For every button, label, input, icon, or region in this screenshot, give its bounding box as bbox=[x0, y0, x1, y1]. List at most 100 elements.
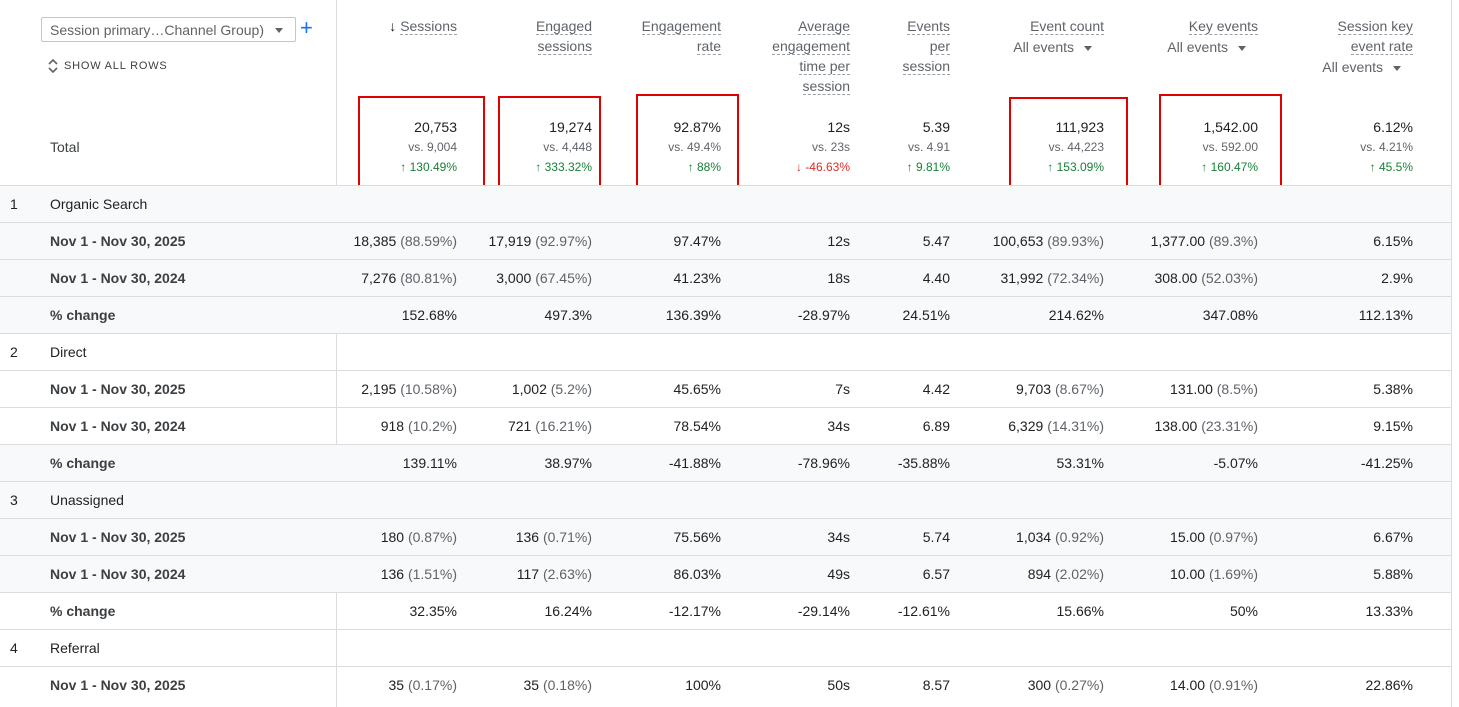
cell-share: (0.18%) bbox=[542, 677, 592, 693]
row-number: 3 bbox=[10, 492, 18, 508]
table-row[interactable]: % change 32.35% 16.24% -12.17% -29.14% -12.61… bbox=[0, 592, 1451, 629]
group-row[interactable]: 3 Unassigned bbox=[0, 481, 1451, 518]
table-cell: 86.03% bbox=[674, 566, 721, 582]
cell-value: 6.67% bbox=[1373, 529, 1413, 545]
metric-header[interactable]: Engagement rate bbox=[641, 16, 721, 56]
cell-value: 117 bbox=[516, 566, 540, 582]
comparison-value: vs. 44,223 bbox=[1048, 140, 1104, 154]
row-label: Nov 1 - Nov 30, 2025 bbox=[50, 381, 186, 397]
event-filter-label: All events bbox=[1322, 59, 1383, 75]
group-row[interactable]: 1 Organic Search bbox=[0, 185, 1451, 222]
cell-value: 6.15% bbox=[1373, 233, 1413, 249]
change-value: ↑ 333.32% bbox=[535, 160, 592, 174]
table-row[interactable]: Nov 1 - Nov 30, 2024 7,276 (80.81%) 3,000 … bbox=[0, 259, 1451, 296]
table-row[interactable]: Nov 1 - Nov 30, 2025 180 (0.87%) 136 (0.71… bbox=[0, 518, 1451, 555]
metric-header[interactable]: ↓ Sessions bbox=[389, 16, 457, 36]
cell-share: (0.17%) bbox=[407, 677, 457, 693]
cell-value: -12.17% bbox=[668, 603, 721, 619]
table-cell: 347.08% bbox=[1203, 307, 1258, 323]
highlight-box bbox=[498, 96, 601, 194]
event-filter-dropdown[interactable]: All events bbox=[1322, 59, 1401, 75]
cell-value: 86.03% bbox=[673, 566, 721, 582]
table-cell: 136 (0.71%) bbox=[516, 529, 592, 545]
cell-value: 3,000 bbox=[496, 270, 532, 286]
total-value: 1,542.00 bbox=[1203, 119, 1259, 135]
cell-value: 139.11% bbox=[402, 455, 457, 471]
metric-header[interactable]: Engaged sessions bbox=[535, 16, 592, 56]
table-row[interactable]: % change 152.68% 497.3% 136.39% -28.97% 24.51… bbox=[0, 296, 1451, 333]
cell-value: 15.00 bbox=[1170, 529, 1206, 545]
table-row[interactable]: % change 139.11% 38.97% -41.88% -78.96% -35.8… bbox=[0, 444, 1451, 481]
metric-header[interactable]: Session key event rate bbox=[1337, 16, 1413, 56]
cell-share: (5.2%) bbox=[550, 381, 592, 397]
group-label: Direct bbox=[50, 344, 87, 360]
group-label: Unassigned bbox=[50, 492, 124, 508]
table-cell: 300 (0.27%) bbox=[1028, 677, 1104, 693]
row-number: 4 bbox=[10, 640, 18, 656]
cell-value: 9.15% bbox=[1373, 418, 1413, 434]
cell-value: 721 bbox=[507, 418, 532, 434]
row-number: 1 bbox=[10, 196, 18, 212]
dimension-selector[interactable]: Session primary…Channel Group) bbox=[41, 17, 296, 42]
table-cell: 41.23% bbox=[674, 270, 721, 286]
group-row[interactable]: 2 Direct bbox=[0, 333, 1451, 370]
cell-value: 894 bbox=[1027, 566, 1052, 582]
table-cell: 8.57 bbox=[923, 677, 950, 693]
cell-value: 214.62% bbox=[1048, 307, 1104, 323]
table-row[interactable]: Nov 1 - Nov 30, 2025 18,385 (88.59%) 17,91… bbox=[0, 222, 1451, 259]
table-row[interactable]: Nov 1 - Nov 30, 2024 918 (10.2%) 721 (16.2… bbox=[0, 407, 1451, 444]
cell-value: 78.54% bbox=[673, 418, 721, 434]
cell-value: 14.00 bbox=[1170, 677, 1206, 693]
show-all-rows-button[interactable]: SHOW ALL ROWS bbox=[48, 59, 168, 73]
comparison-value: vs. 4,448 bbox=[543, 140, 592, 154]
cell-share: (2.02%) bbox=[1054, 566, 1104, 582]
table-cell: 100,653 (89.93%) bbox=[993, 233, 1104, 249]
cell-value: 12s bbox=[827, 233, 850, 249]
metric-header[interactable]: Event count bbox=[1030, 16, 1104, 36]
metric-header[interactable]: Events per session bbox=[902, 16, 950, 76]
event-filter-label: All events bbox=[1013, 39, 1074, 55]
table-row[interactable]: Nov 1 - Nov 30, 2025 35 (0.17%) 35 (0.18%)… bbox=[0, 666, 1451, 703]
group-row[interactable]: 4 Referral bbox=[0, 629, 1451, 666]
table-cell: 31,992 (72.34%) bbox=[1000, 270, 1104, 286]
event-filter-dropdown[interactable]: All events bbox=[1167, 39, 1246, 55]
cell-value: 8.57 bbox=[922, 677, 950, 693]
change-value: ↑ 130.49% bbox=[400, 160, 457, 174]
total-value: 111,923 bbox=[1055, 119, 1104, 135]
event-filter-dropdown[interactable]: All events bbox=[1013, 39, 1092, 55]
cell-value: 18,385 bbox=[353, 233, 397, 249]
metric-header[interactable]: Average engagement time per session bbox=[772, 16, 850, 96]
table-cell: 497.3% bbox=[545, 307, 592, 323]
cell-value: 16.24% bbox=[544, 603, 592, 619]
table-cell: 10.00 (1.69%) bbox=[1170, 566, 1258, 582]
metric-header-label: Average bbox=[798, 18, 850, 35]
table-cell: 34s bbox=[827, 529, 850, 545]
table-cell: -12.17% bbox=[669, 603, 721, 619]
metric-header-label: per bbox=[929, 38, 950, 55]
comparison-value: vs. 49.4% bbox=[668, 140, 721, 154]
cell-value: -12.61% bbox=[897, 603, 950, 619]
table-row[interactable]: Nov 1 - Nov 30, 2025 2,195 (10.58%) 1,002 … bbox=[0, 370, 1451, 407]
cell-value: 4.40 bbox=[922, 270, 950, 286]
metric-total: 19,274 vs. 4,448 ↑ 333.32% bbox=[535, 117, 592, 177]
change-value: ↑ 88% bbox=[687, 160, 721, 174]
table-cell: 6.67% bbox=[1373, 529, 1413, 545]
metric-header-label: Event count bbox=[1030, 18, 1104, 35]
cell-value: 497.3% bbox=[544, 307, 592, 323]
table-cell: 16.24% bbox=[545, 603, 592, 619]
add-dimension-button[interactable]: + bbox=[300, 15, 313, 40]
cell-value: 300 bbox=[1027, 677, 1052, 693]
change-value: ↓ -46.63% bbox=[795, 160, 850, 174]
cell-value: 6.57 bbox=[922, 566, 950, 582]
table-row[interactable]: Nov 1 - Nov 30, 2024 136 (1.51%) 117 (2.63… bbox=[0, 555, 1451, 592]
cell-value: 5.74 bbox=[922, 529, 950, 545]
cell-share: (88.59%) bbox=[400, 233, 457, 249]
cell-value: 18s bbox=[827, 270, 850, 286]
table-cell: 2,195 (10.58%) bbox=[361, 381, 457, 397]
metric-header-label: Engagement bbox=[641, 18, 721, 35]
cell-share: (1.69%) bbox=[1208, 566, 1258, 582]
table-cell: -12.61% bbox=[898, 603, 950, 619]
cell-value: 50% bbox=[1229, 603, 1258, 619]
metric-header[interactable]: Key events bbox=[1188, 16, 1258, 36]
table-cell: -41.25% bbox=[1361, 455, 1413, 471]
